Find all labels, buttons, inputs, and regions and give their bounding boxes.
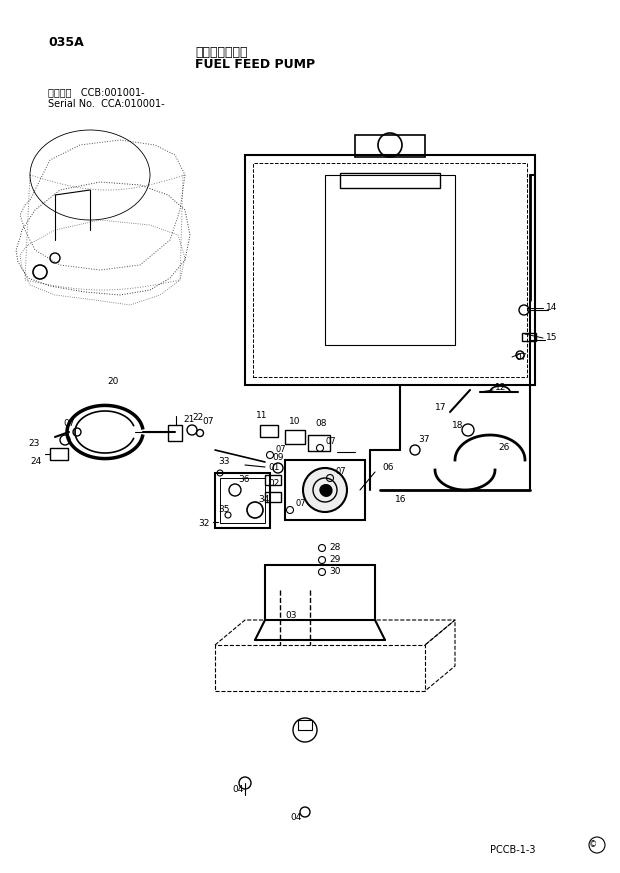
Circle shape bbox=[303, 468, 347, 512]
Bar bbox=[265, 565, 375, 620]
Bar bbox=[245, 155, 535, 385]
Text: 10: 10 bbox=[289, 417, 301, 427]
Text: 14: 14 bbox=[546, 304, 557, 313]
Text: 18: 18 bbox=[452, 421, 464, 430]
Text: FUEL FEED PUMP: FUEL FEED PUMP bbox=[195, 58, 315, 72]
Text: 035A: 035A bbox=[48, 37, 84, 50]
Text: 07: 07 bbox=[275, 444, 286, 453]
Text: ●: ● bbox=[317, 481, 332, 499]
Bar bbox=[215, 645, 425, 691]
Text: 07: 07 bbox=[515, 354, 526, 362]
Text: 15: 15 bbox=[546, 333, 557, 342]
Bar bbox=[215, 473, 270, 528]
Bar bbox=[325, 175, 455, 345]
Text: 21: 21 bbox=[183, 416, 195, 424]
Text: 29: 29 bbox=[329, 555, 340, 565]
Text: 30: 30 bbox=[329, 567, 340, 576]
Text: 24: 24 bbox=[30, 457, 42, 466]
Text: 燃料給油ポンプ: 燃料給油ポンプ bbox=[195, 45, 247, 58]
Text: 36: 36 bbox=[238, 476, 249, 485]
Text: 06: 06 bbox=[382, 464, 394, 472]
Text: 07: 07 bbox=[335, 468, 345, 477]
Text: 28: 28 bbox=[329, 544, 340, 553]
Text: 02: 02 bbox=[268, 479, 280, 489]
Bar bbox=[285, 460, 365, 520]
Bar bbox=[253, 163, 527, 377]
Circle shape bbox=[320, 485, 330, 495]
Text: 09: 09 bbox=[272, 453, 283, 463]
Bar bbox=[522, 333, 536, 341]
Bar bbox=[308, 435, 330, 451]
Text: 04: 04 bbox=[290, 814, 301, 822]
Text: 11: 11 bbox=[256, 411, 267, 421]
Text: 33: 33 bbox=[218, 457, 229, 466]
Text: 07: 07 bbox=[202, 416, 213, 425]
Text: PCCB-1-3: PCCB-1-3 bbox=[490, 845, 536, 855]
Text: 17: 17 bbox=[435, 403, 446, 413]
Text: Serial No.  CCA:010001-: Serial No. CCA:010001- bbox=[48, 99, 165, 109]
Bar bbox=[355, 135, 425, 157]
Text: 20: 20 bbox=[107, 377, 118, 387]
Text: 04: 04 bbox=[232, 786, 244, 794]
Bar bbox=[285, 430, 305, 444]
Text: ©: © bbox=[589, 841, 597, 849]
Text: 35: 35 bbox=[218, 505, 229, 514]
Text: 08: 08 bbox=[315, 418, 327, 428]
Bar bbox=[265, 492, 281, 502]
Text: 16: 16 bbox=[395, 496, 407, 505]
Bar bbox=[50, 448, 68, 460]
Text: 07: 07 bbox=[295, 499, 306, 508]
Text: 34: 34 bbox=[258, 496, 269, 505]
Bar bbox=[340, 173, 440, 188]
Bar bbox=[260, 425, 278, 437]
Bar bbox=[220, 478, 265, 523]
Text: 22: 22 bbox=[192, 414, 203, 423]
Text: 26: 26 bbox=[498, 443, 510, 452]
Text: 32: 32 bbox=[198, 519, 210, 527]
Bar bbox=[168, 425, 182, 441]
Text: 07: 07 bbox=[325, 437, 335, 446]
Text: 37: 37 bbox=[418, 436, 430, 444]
Text: 23: 23 bbox=[28, 439, 40, 449]
Text: 07: 07 bbox=[63, 420, 74, 429]
Bar bbox=[298, 720, 312, 730]
Bar bbox=[265, 475, 281, 485]
Text: 03: 03 bbox=[285, 610, 296, 620]
Text: 12: 12 bbox=[495, 383, 507, 393]
Text: 適用号機   CCB:001001-: 適用号機 CCB:001001- bbox=[48, 87, 144, 97]
Text: 01: 01 bbox=[268, 463, 280, 471]
